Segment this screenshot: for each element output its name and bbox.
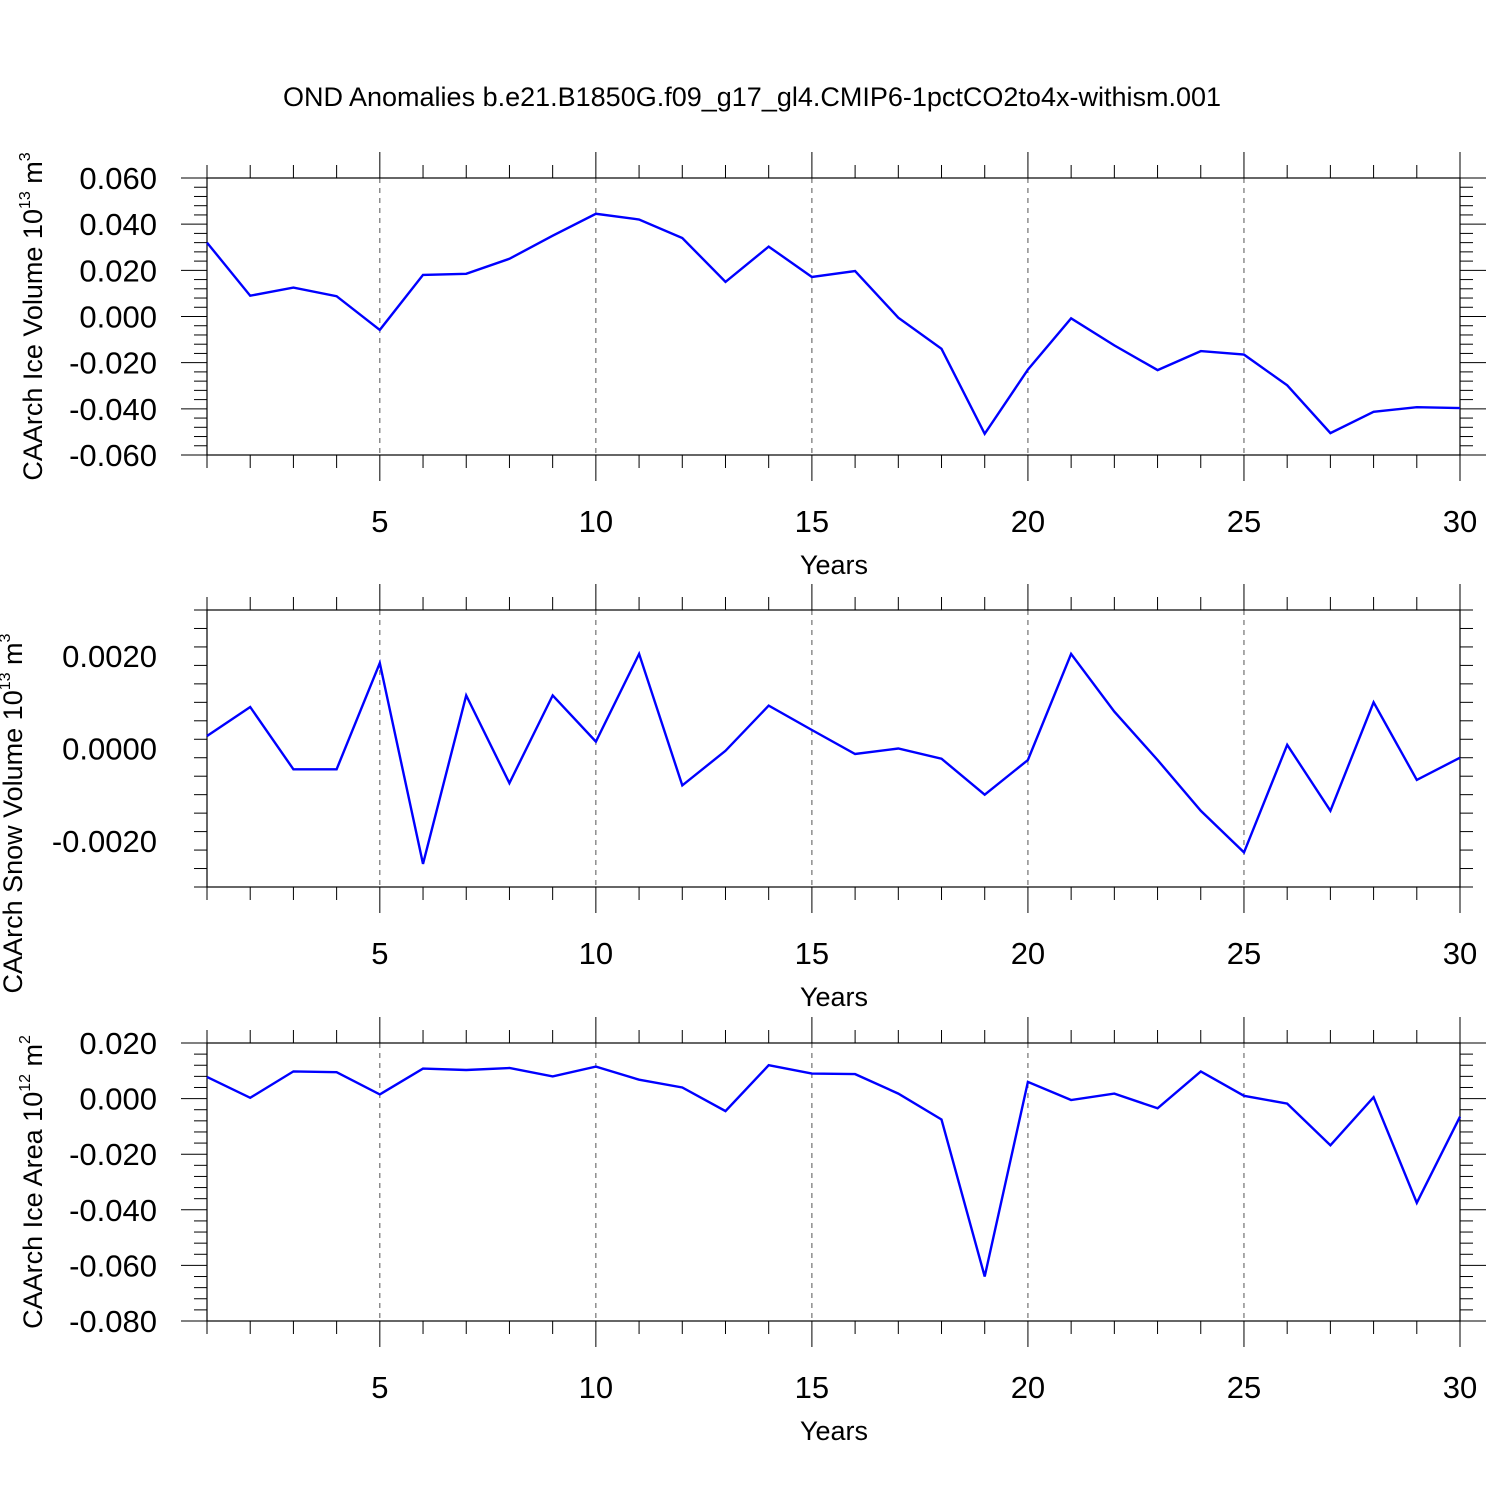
- y-axis-label: CAArch Snow Volume 1013 m3: [0, 633, 28, 993]
- x-tick-label: 25: [1227, 936, 1261, 971]
- x-tick-label: 15: [795, 936, 829, 971]
- y-tick-label: -0.040: [69, 392, 157, 427]
- y-tick-label: -0.080: [69, 1304, 157, 1339]
- y-tick-label: -0.020: [69, 1137, 157, 1172]
- plot-frame: [206, 609, 1461, 888]
- y-tick-label: 0.0000: [62, 732, 157, 767]
- x-tick-label: 30: [1443, 1370, 1477, 1405]
- x-tick-label: 15: [795, 504, 829, 539]
- y-tick-label: 0.000: [79, 1082, 157, 1117]
- panel-snow-volume: -0.0020 0.0000 0.0020 5 10 15 20 25 30 Years CA…: [0, 584, 1477, 1012]
- plot-frame: [206, 177, 1461, 456]
- series-line: [206, 1063, 1462, 1277]
- series-line: [206, 650, 1461, 865]
- y-tick-label: 0.020: [79, 253, 157, 288]
- y-tick-label: 0.0020: [62, 639, 157, 674]
- x-tick-label: 5: [371, 936, 388, 971]
- x-axis-label: Years: [800, 550, 868, 580]
- y-tick-label: -0.060: [69, 1248, 157, 1283]
- y-tick-label: -0.040: [69, 1193, 157, 1228]
- y-tick-label: -0.060: [69, 438, 157, 473]
- y-tick-label: 0.000: [79, 300, 157, 335]
- x-tick-label: 25: [1227, 504, 1261, 539]
- y-tick-label: 0.020: [79, 1026, 157, 1061]
- x-tick-label: 25: [1227, 1370, 1261, 1405]
- y-tick-label: 0.060: [79, 161, 157, 196]
- x-axis-label: Years: [800, 982, 868, 1012]
- plot-frame: [206, 1042, 1461, 1322]
- x-tick-label: 20: [1011, 936, 1045, 971]
- x-tick-label: 10: [579, 936, 613, 971]
- x-tick-label: 5: [371, 504, 388, 539]
- y-tick-label: -0.020: [69, 346, 157, 381]
- panel-ice-area: -0.080 -0.060 -0.040 -0.020 0.000 0.020 5 10 15…: [17, 1017, 1486, 1446]
- x-tick-label: 15: [795, 1370, 829, 1405]
- y-tick-label: 0.040: [79, 207, 157, 242]
- x-tick-label: 30: [1443, 504, 1477, 539]
- x-tick-label: 10: [579, 1370, 613, 1405]
- chart-title: OND Anomalies b.e21.B1850G.f09_g17_gl4.C…: [283, 82, 1221, 112]
- y-axis-label: CAArch Ice Volume 1013 m3: [17, 152, 48, 480]
- x-tick-label: 5: [371, 1370, 388, 1405]
- y-axis-label: CAArch Ice Area 1012 m2: [17, 1035, 48, 1329]
- y-tick-label: -0.0020: [52, 824, 157, 859]
- x-axis-label: Years: [800, 1416, 868, 1446]
- series-line: [206, 212, 1461, 437]
- x-tick-label: 20: [1011, 504, 1045, 539]
- x-tick-label: 10: [579, 504, 613, 539]
- panel-ice-volume: -0.060 -0.040 -0.020 0.000 0.020 0.040 0.060 5…: [17, 152, 1486, 580]
- x-tick-label: 20: [1011, 1370, 1045, 1405]
- x-tick-label: 30: [1443, 936, 1477, 971]
